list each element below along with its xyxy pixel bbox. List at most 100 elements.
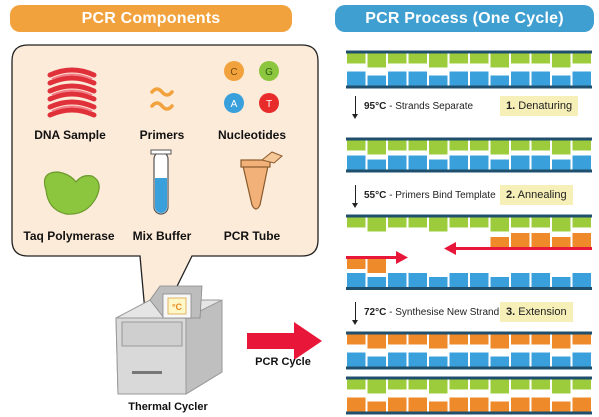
base-bottom [552, 75, 571, 86]
base-bottom [388, 397, 407, 412]
base-bottom [490, 75, 509, 86]
base-top [572, 334, 591, 345]
polymerase-blob-icon [43, 171, 100, 215]
base-bottom [449, 71, 468, 86]
dna-backbone-bottom [346, 411, 592, 415]
base-top [552, 217, 571, 232]
base-bottom [408, 273, 427, 287]
base-top [408, 53, 427, 64]
dna-strand-diagram [346, 50, 592, 415]
base-bottom [572, 233, 591, 247]
primer-arrow-right [396, 251, 408, 264]
base-bottom [531, 71, 550, 86]
base-bottom [429, 356, 448, 367]
base-top [347, 379, 366, 390]
base-bottom [388, 155, 407, 170]
base-top [367, 140, 386, 155]
base-bottom [367, 75, 386, 86]
base-bottom [572, 71, 591, 86]
base-bottom [531, 397, 550, 412]
base-top [367, 259, 386, 273]
base-bottom [367, 277, 386, 287]
base-bottom [531, 352, 550, 367]
base-bottom [572, 397, 591, 412]
base-bottom [552, 401, 571, 412]
thermal-cycler-label: Thermal Cycler [128, 401, 208, 413]
base-bottom [531, 233, 550, 247]
base-bottom [347, 397, 366, 412]
component-label-mix-buffer: Mix Buffer [132, 229, 192, 243]
base-bottom [470, 273, 489, 287]
step-arrow-1 [352, 96, 358, 119]
base-top [531, 53, 550, 64]
base-bottom [511, 273, 530, 287]
base-top [511, 217, 530, 228]
base-top [511, 53, 530, 64]
base-top [449, 334, 468, 345]
base-top [449, 53, 468, 64]
base-top [552, 53, 571, 68]
base-top [347, 140, 366, 151]
base-bottom [408, 352, 427, 367]
component-label-dna-sample: DNA Sample [34, 128, 106, 142]
base-bottom [347, 273, 366, 287]
base-bottom [511, 71, 530, 86]
base-bottom [511, 155, 530, 170]
base-bottom [552, 277, 571, 287]
dna-backbone-bottom [346, 169, 592, 173]
base-top [388, 53, 407, 64]
dna-coil-icon [47, 67, 97, 118]
base-bottom [388, 273, 407, 287]
base-top [572, 53, 591, 64]
base-top [429, 140, 448, 155]
base-bottom [449, 155, 468, 170]
base-top [449, 217, 468, 228]
base-bottom [367, 401, 386, 412]
base-bottom [449, 273, 468, 287]
base-top [408, 217, 427, 228]
pcr-cycle-label: PCR Cycle [255, 356, 311, 368]
step-2-text: 55°C - Primers Bind Template [364, 190, 496, 201]
component-label-primers: Primers [139, 128, 185, 142]
base-top [347, 259, 366, 269]
base-top [470, 140, 489, 151]
dna-backbone-top [346, 376, 592, 380]
base-bottom [511, 233, 530, 247]
step-1-badge: 1. Denaturing [500, 96, 579, 116]
component-label-taq-polymerase: Taq Polymerase [23, 229, 115, 243]
base-bottom [490, 401, 509, 412]
base-top [388, 334, 407, 345]
base-bottom [429, 277, 448, 287]
base-top [572, 217, 591, 228]
base-bottom [347, 71, 366, 86]
dna-backbone-top [346, 50, 592, 54]
base-top [449, 379, 468, 390]
step-1-text: 95°C - Strands Separate [364, 101, 474, 112]
component-label-nucleotides: Nucleotides [217, 128, 286, 142]
base-top [490, 140, 509, 155]
base-bottom [388, 71, 407, 86]
base-top [429, 334, 448, 349]
process-header: PCR Process (One Cycle) [335, 5, 594, 32]
base-bottom [347, 352, 366, 367]
primer-strand [346, 256, 400, 259]
base-bottom [347, 155, 366, 170]
base-top [367, 217, 386, 232]
base-bottom [449, 352, 468, 367]
base-bottom [490, 277, 509, 287]
base-top [388, 140, 407, 151]
nucleotide-a: A [231, 99, 238, 110]
dna-backbone-top [346, 214, 592, 218]
base-bottom [429, 159, 448, 170]
base-bottom [552, 159, 571, 170]
base-bottom [408, 397, 427, 412]
base-top [531, 379, 550, 390]
base-bottom [470, 352, 489, 367]
base-top [449, 140, 468, 151]
step-3-badge: 3. Extension [500, 302, 573, 322]
base-top [531, 217, 550, 228]
base-bottom [367, 356, 386, 367]
pcr-cycle-arrow [247, 322, 322, 360]
base-bottom [572, 273, 591, 287]
